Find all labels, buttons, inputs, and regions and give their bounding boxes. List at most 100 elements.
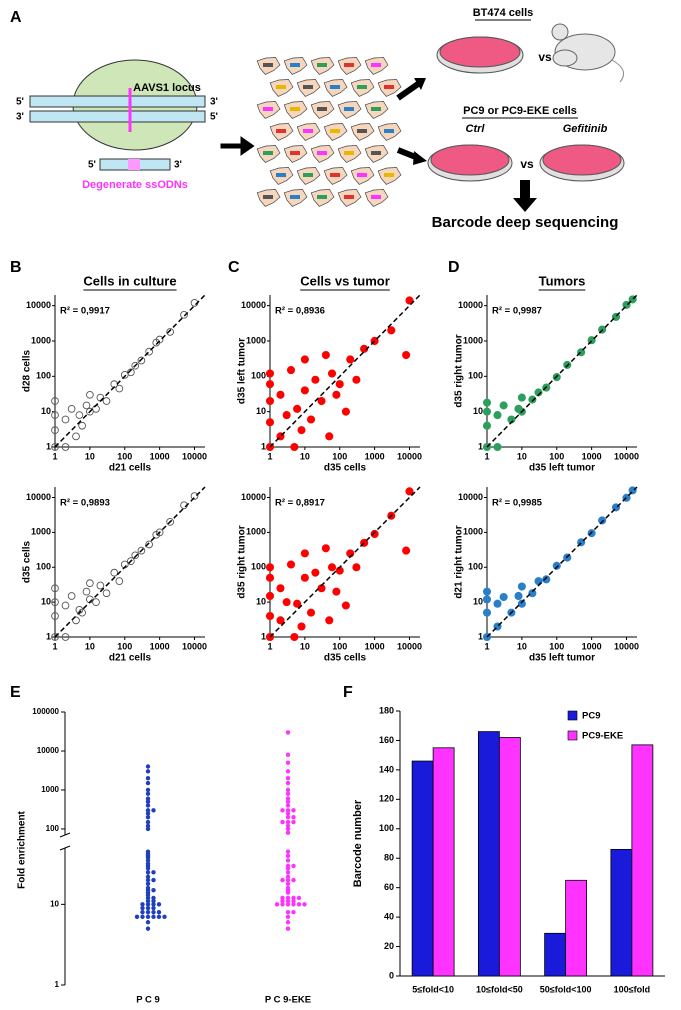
strand-end: 3' bbox=[210, 97, 218, 108]
x-axis-label: d21 cells bbox=[109, 653, 152, 664]
dot bbox=[285, 811, 291, 816]
mouse-head bbox=[552, 49, 578, 67]
data-point bbox=[517, 393, 526, 402]
mouse-tail bbox=[611, 59, 625, 83]
cell-nucleus bbox=[384, 173, 394, 177]
cell-nucleus bbox=[263, 63, 273, 67]
dot bbox=[285, 870, 291, 875]
dot bbox=[145, 877, 151, 883]
legend-label: PC9-EKE bbox=[582, 731, 623, 742]
fit-line bbox=[486, 294, 638, 448]
cell-nucleus bbox=[303, 173, 313, 177]
x-tick-label: 10 bbox=[517, 451, 527, 461]
cell-nucleus bbox=[303, 129, 313, 133]
dot bbox=[145, 796, 151, 801]
data-point bbox=[51, 584, 59, 593]
arrow bbox=[396, 81, 420, 101]
dot bbox=[285, 898, 291, 904]
data-point bbox=[306, 608, 316, 617]
data-point bbox=[180, 310, 188, 319]
y-tick-label: 10 bbox=[256, 406, 266, 416]
y-tick-label: 10000 bbox=[26, 492, 51, 502]
data-point bbox=[542, 575, 551, 584]
y-tick-label: 10000 bbox=[241, 300, 266, 310]
data-point bbox=[311, 568, 320, 577]
data-point bbox=[72, 432, 80, 441]
cell-nucleus bbox=[371, 63, 381, 67]
cell-nucleus bbox=[357, 173, 367, 177]
data-point bbox=[402, 546, 411, 555]
strand-top bbox=[29, 95, 206, 108]
panel-label: E bbox=[10, 684, 21, 701]
y-tick-label: 80 bbox=[384, 853, 394, 863]
data-point bbox=[265, 563, 275, 572]
dot bbox=[285, 902, 291, 907]
data-point bbox=[265, 380, 275, 389]
data-point bbox=[300, 386, 309, 395]
dot bbox=[291, 895, 296, 901]
y-tick-label: 100 bbox=[468, 371, 483, 381]
y-tick-label: 10000 bbox=[458, 300, 483, 310]
y-tick-label: 1000 bbox=[246, 335, 266, 345]
data-point bbox=[286, 560, 296, 569]
dot bbox=[285, 895, 291, 901]
dot bbox=[285, 877, 291, 883]
dot bbox=[140, 909, 145, 915]
dot bbox=[156, 902, 162, 907]
data-point bbox=[405, 296, 414, 305]
x-tick-label: 10000 bbox=[397, 641, 422, 651]
data-point bbox=[325, 616, 334, 625]
data-point bbox=[61, 633, 70, 641]
r-squared: R² = 0,9985 bbox=[492, 498, 543, 509]
data-point bbox=[166, 328, 174, 336]
y-axis-label: d35 right tumor bbox=[237, 525, 248, 598]
cell-nucleus bbox=[384, 85, 394, 89]
panel-label: B bbox=[10, 259, 22, 276]
data-point bbox=[92, 598, 100, 606]
data-point bbox=[166, 518, 174, 526]
dot bbox=[285, 863, 291, 869]
cell-nucleus bbox=[371, 107, 381, 111]
bar bbox=[544, 932, 567, 977]
dot bbox=[285, 826, 291, 832]
dot bbox=[156, 909, 162, 915]
data-point bbox=[514, 591, 523, 601]
data-point bbox=[528, 589, 537, 598]
y-tick-label: 10 bbox=[473, 406, 483, 416]
data-point bbox=[482, 421, 492, 430]
data-point bbox=[311, 375, 320, 384]
x-tick-label: 1 bbox=[52, 451, 57, 461]
cell-nucleus bbox=[276, 85, 286, 89]
data-point bbox=[51, 411, 59, 419]
y-tick-label: 140 bbox=[379, 764, 394, 774]
data-point bbox=[61, 601, 70, 610]
dot bbox=[285, 791, 291, 796]
y-tick-label: 1 bbox=[261, 631, 266, 641]
dot bbox=[145, 791, 151, 796]
sequencing-label: Barcode deep sequencing bbox=[432, 214, 619, 231]
data-point bbox=[265, 611, 275, 621]
panel-label: A bbox=[10, 9, 22, 26]
cell-nucleus bbox=[371, 151, 381, 155]
data-point bbox=[131, 551, 140, 560]
data-point bbox=[276, 584, 285, 593]
cell-nucleus bbox=[263, 195, 273, 199]
data-point bbox=[352, 563, 361, 572]
dot bbox=[291, 902, 296, 907]
data-point bbox=[300, 573, 309, 582]
cell-nucleus bbox=[371, 195, 381, 199]
x-tick-label: 10 bbox=[85, 641, 95, 651]
y-tick-label: 1 bbox=[55, 980, 60, 989]
cell-nucleus bbox=[344, 107, 354, 111]
dot bbox=[145, 808, 151, 813]
x-tick-label: 100≤fold bbox=[614, 984, 650, 994]
data-point bbox=[482, 595, 492, 604]
data-point bbox=[86, 407, 94, 416]
dot bbox=[145, 926, 151, 931]
data-point bbox=[306, 415, 316, 424]
panel-label: D bbox=[448, 259, 460, 276]
y-tick-label: 20 bbox=[384, 941, 394, 951]
y-tick-label: 1 bbox=[261, 441, 266, 451]
y-axis-label: d28 cells bbox=[22, 349, 33, 392]
data-point bbox=[286, 366, 296, 375]
